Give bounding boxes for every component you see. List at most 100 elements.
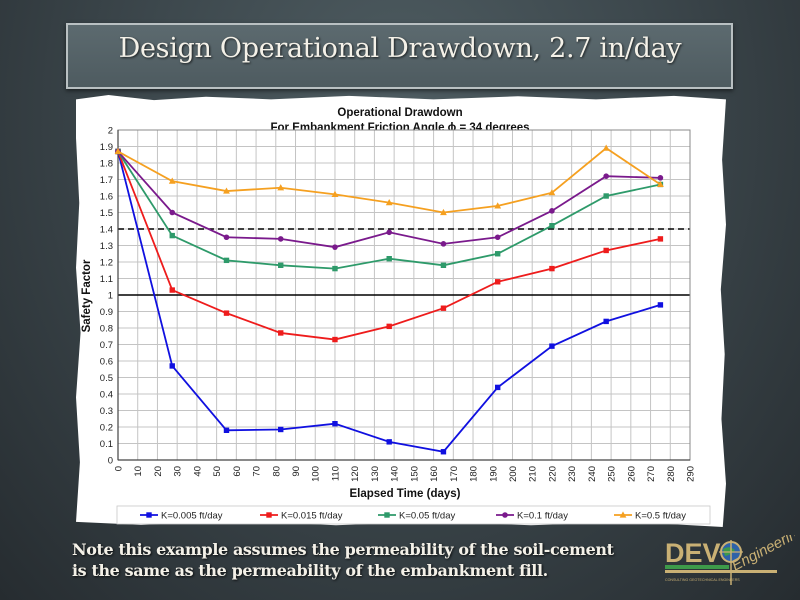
logo-gold-stripe [665,570,777,573]
title-frame [66,23,733,89]
series-2 [115,148,664,343]
x-tick-label: 0 [114,466,125,471]
legend-item: K=0.005 ft/day [140,511,223,522]
data-point [223,257,230,264]
y-tick-label: 0.6 [100,357,113,368]
data-point [278,330,284,336]
data-point [278,426,284,433]
data-point [223,310,230,316]
x-tick-label: 120 [350,466,361,482]
y-tick-label: 0.2 [100,423,113,434]
x-tick-label: 90 [291,466,302,477]
x-tick-label: 10 [133,466,144,477]
data-point [169,363,175,369]
data-point [549,223,555,229]
y-tick-label: 0.5 [100,373,113,384]
data-point [657,175,664,181]
data-point [169,287,175,293]
data-point [386,323,392,330]
y-tick-label: 1.7 [100,175,113,186]
data-point [332,421,338,427]
data-point [440,305,447,311]
x-tick-label: 100 [311,466,322,482]
legend-item: K=0.015 ft/day [260,511,343,522]
data-point [386,256,392,262]
legend-item: K=0.05 ft/day [378,511,455,522]
y-tick-label: 1.9 [100,142,113,153]
data-point [657,236,664,242]
y-tick-label: 0.3 [100,406,113,417]
y-tick-label: 1.2 [100,258,113,269]
y-tick-label: 1 [108,291,113,302]
legend-swatch-marker [619,511,627,518]
series-5 [114,144,664,216]
data-point [494,384,501,391]
x-tick-label: 220 [547,466,558,482]
y-tick-label: 1.4 [100,225,113,236]
data-point [277,184,285,191]
data-point [548,189,556,196]
x-tick-label: 280 [666,466,677,482]
x-tick-label: 140 [390,466,401,482]
y-tick-label: 1.1 [100,274,113,285]
x-tick-label: 210 [528,466,539,482]
y-tick-label: 1.3 [100,241,113,252]
x-tick-label: 240 [587,466,598,482]
data-point [223,427,230,433]
x-tick-label: 250 [607,466,618,482]
data-point [385,199,393,206]
footnote: Note this example assumes the permeabili… [72,539,614,581]
series-group [114,144,664,455]
chart-title: Operational Drawdown [337,107,462,119]
data-point [494,279,501,285]
x-tick-label: 130 [370,466,381,482]
globe-icon [719,540,743,585]
slide-title: Design Operational Drawdown, 2.7 in/day [118,33,682,64]
data-point [278,262,284,268]
data-point [332,336,338,343]
data-point [169,232,175,239]
x-tick-label: 20 [153,466,164,477]
x-tick-label: 180 [469,466,480,482]
data-point [332,244,338,250]
data-point [440,449,447,455]
x-tick-label: 70 [252,466,263,477]
legend-item: K=0.1 ft/day [496,511,568,522]
data-point [494,251,501,257]
y-tick-label: 0.8 [100,324,113,335]
data-point [603,173,609,179]
data-point [602,144,610,151]
legend-swatch-marker [384,512,390,518]
x-tick-label: 230 [567,466,578,482]
x-tick-label: 190 [488,466,499,482]
reference-lines [118,228,690,296]
logo-green-stripe [665,565,729,569]
data-point [277,236,284,242]
data-point [440,262,447,268]
x-tick-label: 170 [449,466,460,482]
data-point [331,190,339,197]
data-point [223,187,230,194]
y-tick-label: 0.7 [100,340,113,351]
devo-logo: DEVO CONSULTING GEOTECHNICAL ENGINEERS E… [665,535,795,585]
data-point [223,234,230,241]
data-point [549,208,555,214]
legend-item: K=0.5 ft/day [614,511,686,522]
data-point [386,439,392,445]
x-tick-label: 30 [173,466,184,477]
x-tick-label: 260 [626,466,637,482]
data-point [549,265,555,272]
x-tick-label: 110 [330,466,341,481]
data-point [603,247,609,254]
legend-label: K=0.1 ft/day [517,511,568,522]
y-tick-label: 0.4 [100,390,113,401]
data-point [332,265,338,272]
x-tick-label: 80 [271,466,282,477]
y-tick-label: 0.1 [100,439,113,450]
y-axis-label: Safety Factor [81,259,93,332]
data-point [603,318,609,325]
y-tick-label: 0.9 [100,307,113,318]
legend-swatch-marker [146,512,152,518]
data-point [168,177,176,184]
